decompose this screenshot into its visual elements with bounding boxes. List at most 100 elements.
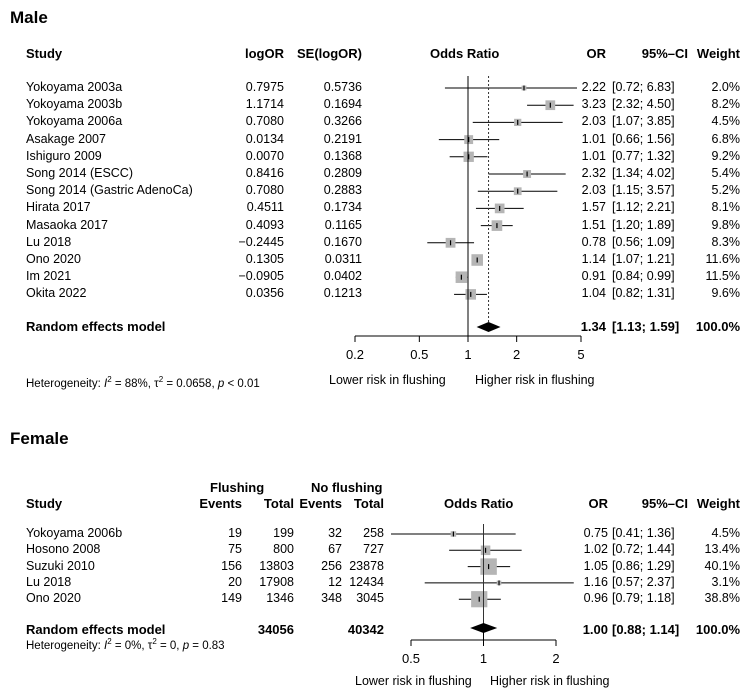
female-summary-label: Random effects model bbox=[26, 622, 166, 637]
male-x-tick-label: 5 bbox=[577, 347, 584, 362]
female-events2-value: 256 bbox=[321, 558, 342, 573]
female-total1-value: 800 bbox=[273, 542, 294, 557]
female-total2-value: 258 bbox=[363, 526, 384, 540]
female-header-events1: Events bbox=[199, 496, 242, 511]
female-x-tick-label: 1 bbox=[480, 651, 487, 666]
male-logor-value: 0.0134 bbox=[245, 131, 284, 146]
male-study-name: Ono 2020 bbox=[26, 252, 81, 266]
male-study-name: Lu 2018 bbox=[26, 234, 72, 249]
female-study-name: Suzuki 2010 bbox=[26, 558, 95, 573]
male-or-value: 1.57 bbox=[581, 200, 606, 215]
female-study-name: Hosono 2008 bbox=[26, 542, 101, 557]
male-or-value: 1.01 bbox=[581, 131, 606, 146]
female-or-value: 0.96 bbox=[583, 591, 608, 606]
female-summary-total1: 34056 bbox=[257, 622, 294, 637]
male-ci-value: [0.84; 0.99] bbox=[612, 269, 675, 284]
male-study-name: Yokoyama 2003b bbox=[26, 97, 123, 112]
male-weight-value: 9.2% bbox=[711, 148, 741, 163]
male-summary-weight: 100.0% bbox=[695, 319, 740, 334]
female-study-name: Ono 2020 bbox=[26, 591, 81, 606]
female-events1-value: 149 bbox=[221, 591, 242, 606]
male-weight-value: 5.4% bbox=[711, 166, 741, 180]
male-study-name: Song 2014 (ESCC) bbox=[26, 166, 134, 180]
female-weight-value: 4.5% bbox=[711, 526, 741, 540]
female-header-or: OR bbox=[588, 496, 609, 511]
male-weight-value: 6.8% bbox=[711, 131, 741, 146]
male-study-name: Ishiguro 2009 bbox=[26, 148, 102, 163]
male-or-value: 2.03 bbox=[581, 114, 606, 129]
male-logor-value: −0.0905 bbox=[238, 269, 284, 284]
female-events2-value: 67 bbox=[328, 542, 342, 557]
female-weight-value: 40.1% bbox=[704, 558, 740, 573]
female-total2-value: 12434 bbox=[349, 574, 384, 589]
female-ci-value: [0.72; 1.44] bbox=[612, 542, 675, 557]
male-ci-value: [1.12; 2.21] bbox=[612, 200, 675, 215]
female-or-value: 1.16 bbox=[583, 574, 608, 589]
male-section-title: Male bbox=[10, 8, 48, 27]
female-header-ci: 95%–CI bbox=[641, 496, 688, 511]
male-logor-value: 0.4511 bbox=[246, 200, 284, 215]
male-logor-value: −0.2445 bbox=[238, 234, 284, 249]
male-heterogeneity: Heterogeneity: I2 = 88%, τ2 = 0.0658, p … bbox=[26, 375, 260, 390]
male-se-value: 0.1213 bbox=[323, 286, 362, 301]
female-weight-value: 13.4% bbox=[704, 542, 740, 557]
male-logor-value: 0.0070 bbox=[245, 148, 284, 163]
female-weight-value: 3.1% bbox=[711, 574, 741, 589]
male-study-name: Okita 2022 bbox=[26, 286, 87, 301]
male-or-value: 0.78 bbox=[581, 234, 606, 249]
male-logor-value: 0.1305 bbox=[245, 252, 284, 266]
male-header-study: Study bbox=[26, 46, 63, 61]
female-summary-diamond bbox=[470, 623, 498, 633]
female-ci-value: [0.86; 1.29] bbox=[612, 558, 675, 573]
male-or-value: 1.04 bbox=[581, 286, 606, 301]
female-header-weight: Weight bbox=[696, 496, 740, 511]
female-group-no-flushing: No flushing bbox=[311, 480, 383, 495]
male-xlabel-right: Higher risk in flushing bbox=[475, 373, 595, 387]
male-se-value: 0.0402 bbox=[323, 269, 362, 284]
female-events1-value: 20 bbox=[228, 574, 242, 589]
female-total2-value: 727 bbox=[363, 542, 384, 557]
female-total2-value: 23878 bbox=[349, 558, 384, 573]
male-logor-value: 1.1714 bbox=[245, 97, 284, 112]
female-events2-value: 12 bbox=[328, 574, 342, 589]
male-logor-value: 0.7975 bbox=[245, 80, 284, 94]
male-ci-value: [1.20; 1.89] bbox=[612, 217, 675, 232]
male-or-value: 3.23 bbox=[581, 97, 606, 112]
male-ci-value: [0.66; 1.56] bbox=[612, 131, 675, 146]
male-xlabel-left: Lower risk in flushing bbox=[329, 373, 446, 387]
male-se-value: 0.5736 bbox=[323, 80, 362, 94]
male-se-value: 0.1670 bbox=[323, 234, 362, 249]
male-ci-value: [0.72; 6.83] bbox=[612, 80, 675, 94]
male-weight-value: 8.3% bbox=[711, 234, 741, 249]
male-se-value: 0.3266 bbox=[323, 114, 362, 129]
male-or-value: 1.01 bbox=[581, 148, 606, 163]
female-total1-value: 199 bbox=[273, 526, 294, 540]
female-x-tick-label: 0.5 bbox=[402, 651, 420, 666]
male-logor-value: 0.8416 bbox=[245, 166, 284, 180]
female-total1-value: 17908 bbox=[259, 574, 294, 589]
female-header-total1: Total bbox=[263, 496, 294, 511]
male-logor-value: 0.7080 bbox=[245, 183, 284, 198]
male-weight-value: 2.0% bbox=[711, 80, 741, 94]
male-logor-value: 0.7080 bbox=[245, 114, 284, 129]
female-events2-value: 32 bbox=[328, 526, 342, 540]
male-study-name: Asakage 2007 bbox=[26, 131, 106, 146]
male-logor-value: 0.4093 bbox=[245, 217, 284, 232]
female-summary-weight: 100.0% bbox=[695, 622, 740, 637]
male-ci-value: [1.15; 3.57] bbox=[612, 183, 675, 198]
male-header-weight: Weight bbox=[696, 46, 740, 61]
female-header-total2: Total bbox=[353, 496, 384, 511]
male-weight-value: 8.1% bbox=[711, 200, 741, 215]
female-section-title: Female bbox=[10, 429, 69, 448]
male-weight-value: 9.6% bbox=[711, 286, 741, 301]
male-se-value: 0.2191 bbox=[323, 131, 362, 146]
male-ci-value: [0.56; 1.09] bbox=[612, 234, 675, 249]
female-events1-value: 19 bbox=[228, 526, 242, 540]
male-summary-or: 1.34 bbox=[580, 319, 606, 334]
male-ci-value: [1.34; 4.02] bbox=[612, 166, 675, 180]
male-weight-value: 8.2% bbox=[711, 97, 741, 112]
female-ci-value: [0.57; 2.37] bbox=[612, 574, 675, 589]
female-ci-value: [0.79; 1.18] bbox=[612, 591, 675, 606]
female-total1-value: 1346 bbox=[266, 591, 294, 606]
